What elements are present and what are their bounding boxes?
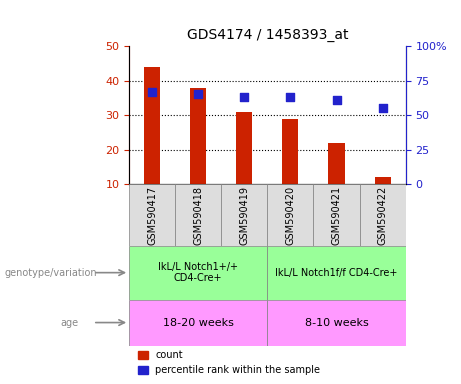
Text: IkL/L Notch1+/+
CD4-Cre+: IkL/L Notch1+/+ CD4-Cre+ bbox=[158, 262, 238, 283]
Title: GDS4174 / 1458393_at: GDS4174 / 1458393_at bbox=[187, 28, 348, 42]
Text: GSM590421: GSM590421 bbox=[331, 185, 342, 245]
Bar bbox=[236, 112, 253, 184]
Text: 8-10 weeks: 8-10 weeks bbox=[305, 318, 368, 328]
Text: GSM590419: GSM590419 bbox=[239, 185, 249, 245]
Text: GSM590420: GSM590420 bbox=[285, 185, 296, 245]
Point bbox=[241, 94, 248, 100]
Bar bbox=[144, 67, 160, 184]
FancyBboxPatch shape bbox=[267, 184, 313, 246]
Point bbox=[195, 91, 202, 98]
FancyBboxPatch shape bbox=[267, 246, 406, 300]
Text: GSM590417: GSM590417 bbox=[147, 185, 157, 245]
Point bbox=[333, 97, 340, 103]
Bar bbox=[374, 177, 390, 184]
Text: IkL/L Notch1f/f CD4-Cre+: IkL/L Notch1f/f CD4-Cre+ bbox=[275, 268, 398, 278]
Point bbox=[379, 105, 386, 111]
FancyBboxPatch shape bbox=[267, 300, 406, 346]
Point bbox=[148, 89, 156, 95]
Text: 18-20 weeks: 18-20 weeks bbox=[163, 318, 234, 328]
FancyBboxPatch shape bbox=[313, 184, 360, 246]
Point bbox=[287, 94, 294, 100]
FancyBboxPatch shape bbox=[221, 184, 267, 246]
Bar bbox=[282, 119, 299, 184]
Bar bbox=[328, 143, 345, 184]
Bar bbox=[190, 88, 207, 184]
Text: GSM590418: GSM590418 bbox=[193, 185, 203, 245]
FancyBboxPatch shape bbox=[129, 184, 175, 246]
Text: age: age bbox=[60, 318, 78, 328]
Text: genotype/variation: genotype/variation bbox=[5, 268, 97, 278]
FancyBboxPatch shape bbox=[175, 184, 221, 246]
FancyBboxPatch shape bbox=[129, 246, 267, 300]
FancyBboxPatch shape bbox=[129, 300, 267, 346]
Legend: count, percentile rank within the sample: count, percentile rank within the sample bbox=[134, 346, 324, 379]
Text: GSM590422: GSM590422 bbox=[378, 185, 388, 245]
FancyBboxPatch shape bbox=[360, 184, 406, 246]
